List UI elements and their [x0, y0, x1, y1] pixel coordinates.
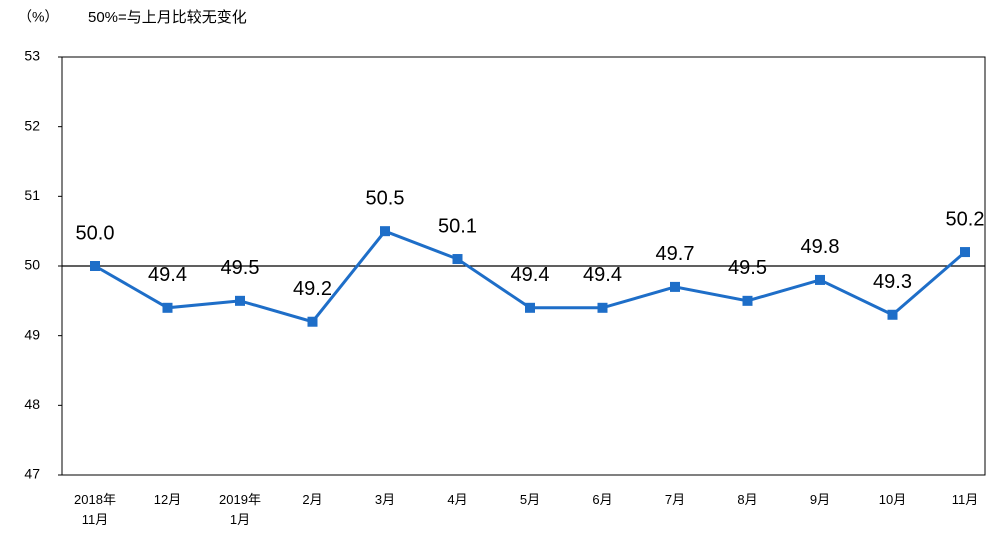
x-tick-label: 12月	[153, 492, 182, 507]
y-tick-label: 51	[24, 187, 40, 203]
x-tick-label: 9月	[809, 492, 831, 507]
y-tick-label: 48	[24, 396, 40, 412]
x-tick-label: 5月	[519, 492, 541, 507]
y-unit-label: （%）	[18, 9, 58, 25]
data-label: 49.4	[148, 264, 187, 286]
point-marker	[90, 261, 100, 271]
point-marker	[235, 295, 245, 306]
point-marker	[742, 295, 753, 306]
point-marker	[960, 247, 970, 258]
data-label: 49.4	[511, 264, 550, 286]
data-label: 49.5	[221, 257, 260, 279]
x-tick-label: 6月	[592, 492, 613, 507]
y-tick-label: 52	[24, 117, 40, 133]
x-tick-label: 10月	[878, 492, 907, 507]
point-marker	[815, 274, 825, 285]
data-label: 50.0	[76, 222, 115, 244]
point-marker	[162, 302, 173, 313]
y-tick-label: 50	[24, 257, 40, 273]
data-label: 49.2	[293, 278, 332, 300]
data-label: 49.4	[583, 264, 622, 286]
point-marker	[452, 254, 463, 265]
point-marker	[597, 302, 608, 313]
data-label: 49.3	[873, 271, 912, 293]
x-tick-label: 3月	[374, 492, 396, 507]
point-marker	[887, 309, 898, 320]
x-tick-label: 4月	[447, 492, 468, 507]
data-label: 50.5	[366, 187, 405, 209]
y-tick-label: 47	[24, 466, 40, 482]
x-tick-label: 2019年 1月	[219, 492, 261, 527]
annotation: 50%=与上月比较无变化	[88, 8, 247, 26]
data-label: 49.7	[656, 243, 695, 265]
x-tick-label: 2018年 11月	[74, 492, 116, 527]
y-tick-label: 53	[24, 48, 40, 64]
point-marker	[307, 316, 318, 327]
data-label: 49.5	[728, 257, 767, 279]
data-label: 49.8	[801, 236, 840, 258]
y-tick-label: 49	[24, 326, 40, 342]
point-marker	[380, 226, 390, 237]
data-label: 50.1	[438, 215, 477, 237]
point-marker	[670, 281, 680, 292]
data-label: 50.2	[946, 208, 985, 230]
x-tick-label: 8月	[737, 492, 758, 507]
x-tick-label: 7月	[664, 492, 686, 507]
x-tick-label: 2月	[302, 492, 323, 507]
x-tick-label: 11月	[951, 492, 979, 507]
point-marker	[525, 302, 535, 313]
